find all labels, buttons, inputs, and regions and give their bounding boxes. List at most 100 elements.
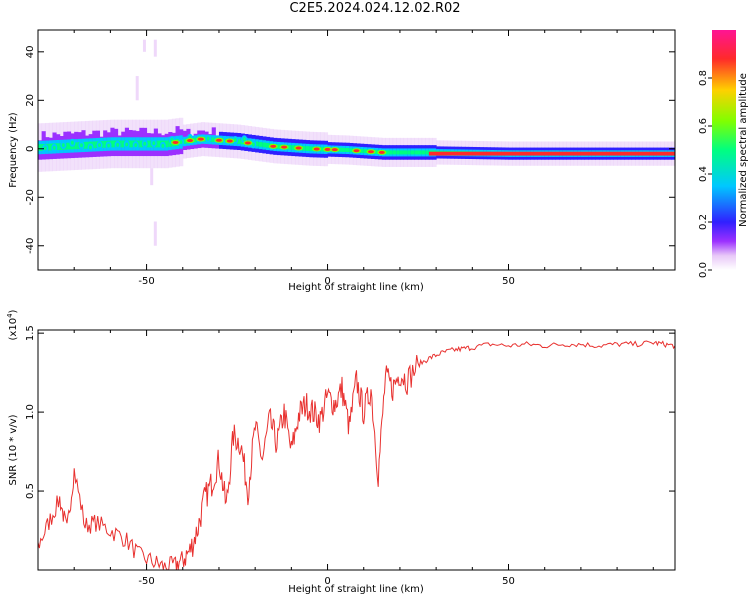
heatmap-hotspot (270, 144, 277, 148)
heatmap-blob (79, 143, 83, 148)
heatmap-cell (320, 146, 325, 152)
heatmap-cell (56, 143, 61, 151)
colorbar: 0.0 0.2 0.4 0.6 0.8 Normalized spectral ampl… (698, 30, 749, 278)
spectrogram-y-axis-label: Frequency (Hz) (8, 112, 19, 188)
heatmap-cell (385, 150, 390, 155)
snr-x-axis-label: Height of straight line (km) (288, 584, 424, 595)
heatmap-hotspot (226, 139, 233, 143)
spectrogram-ticks: -50 0 50 -40 -20 0 20 40 (25, 30, 675, 287)
heatmap-cell (389, 150, 394, 155)
spectrogram-panel: -50 0 50 -40 -20 0 20 40 Height of straight lin… (8, 29, 676, 293)
heatmap-cell (342, 147, 347, 152)
heatmap-cell (360, 148, 365, 154)
heatmap-hotspot (324, 147, 331, 151)
heatmap-cell (410, 150, 415, 155)
heatmap-cell (291, 145, 296, 150)
y-tick-label: 0 (25, 146, 36, 152)
heatmap-cell (66, 142, 72, 150)
heatmap-hotspot (295, 146, 302, 150)
snr-scale-label: (x104) (6, 309, 19, 340)
heatmap-blob (98, 143, 102, 148)
heatmap-cell (399, 150, 405, 155)
x-tick-label: -50 (138, 276, 154, 287)
heatmap-cell (392, 150, 397, 155)
heatmap-blob (233, 138, 237, 143)
heatmap-cell (262, 142, 267, 148)
heatmap-blob (251, 142, 255, 147)
heatmap-hotspot (244, 141, 251, 145)
x-tick-label: 50 (502, 576, 515, 587)
colorbar-tick-label: 0.8 (698, 70, 709, 86)
x-tick-label: -50 (138, 576, 154, 587)
heatmap-cell (211, 137, 216, 143)
spectrogram-heatmap (38, 39, 675, 246)
heatmap-cell (266, 143, 271, 148)
heatmap-blob (161, 143, 165, 148)
y-tick-label: -40 (25, 238, 36, 254)
heatmap-cell (309, 146, 314, 152)
heatmap-streak (150, 168, 154, 186)
heatmap-cell (363, 149, 368, 154)
heatmap-cell (74, 142, 79, 150)
heatmap-blob (61, 143, 65, 148)
heatmap-hotspot (331, 148, 338, 152)
heatmap-cell (48, 143, 53, 151)
chart-title: C2E5.2024.024.12.02.R02 (289, 1, 461, 16)
snr-panel: -50 0 50 0.5 1.0 1.5 Height of straight line … (6, 309, 676, 595)
heatmap-cell (121, 140, 126, 148)
heatmap-cell (414, 150, 419, 155)
heatmap-cell (403, 150, 408, 155)
y-tick-label: 1.5 (25, 325, 36, 341)
heatmap-cell (345, 147, 350, 153)
heatmap-cell (92, 141, 97, 149)
heatmap-blob (152, 141, 156, 146)
colorbar-tick-label: 0.6 (698, 118, 709, 134)
heatmap-cell (139, 140, 144, 148)
heatmap-streak (153, 39, 157, 57)
heatmap-cell (168, 140, 173, 147)
spectrogram-frame (37, 29, 676, 271)
heatmap-cell (374, 149, 379, 154)
heatmap-cell (146, 140, 151, 148)
heatmap-cell (103, 140, 108, 148)
heatmap-blob (143, 141, 147, 146)
colorbar-label: Normalized spectral amplitude (738, 73, 749, 227)
y-tick-label: 40 (25, 45, 36, 58)
heatmap-cell (287, 144, 292, 150)
heatmap-hotspot (353, 149, 360, 153)
heatmap-cell (157, 140, 162, 148)
heatmap-cell (255, 141, 260, 147)
heatmap-cell (305, 146, 310, 151)
heatmap-core (428, 151, 675, 156)
x-tick-label: 0 (324, 276, 330, 287)
heatmap-blob (107, 143, 111, 148)
heatmap-blob (179, 140, 183, 145)
heatmap-blob (134, 143, 138, 148)
heatmap-blob (43, 146, 47, 151)
colorbar-tick-label: 0.2 (698, 214, 709, 230)
heatmap-cell (85, 141, 90, 149)
heatmap-blob (70, 140, 74, 145)
heatmap-cell (418, 150, 423, 155)
y-tick-label: -20 (25, 189, 36, 205)
colorbar-ticks: 0.0 0.2 0.4 0.6 0.8 (698, 70, 712, 278)
heatmap-cell (338, 147, 343, 152)
x-tick-label: 0 (324, 576, 330, 587)
heatmap-hotspot (367, 150, 374, 154)
heatmap-blob (116, 142, 120, 147)
heatmap-hotspot (187, 139, 194, 143)
heatmap-hotspot (378, 150, 385, 154)
heatmap-cell (349, 148, 354, 153)
heatmap-cell (396, 150, 401, 155)
heatmap-streak (135, 76, 139, 101)
heatmap-hotspot (215, 138, 222, 142)
heatmap-blob (242, 137, 246, 142)
heatmap-cell (110, 140, 115, 148)
heatmap-streak (153, 221, 157, 246)
colorbar-tick-label: 0.4 (698, 166, 709, 182)
heatmap-hotspot (197, 137, 204, 141)
heatmap-cell (258, 142, 263, 147)
snr-series-line (38, 340, 675, 570)
heatmap-cell (407, 150, 412, 155)
